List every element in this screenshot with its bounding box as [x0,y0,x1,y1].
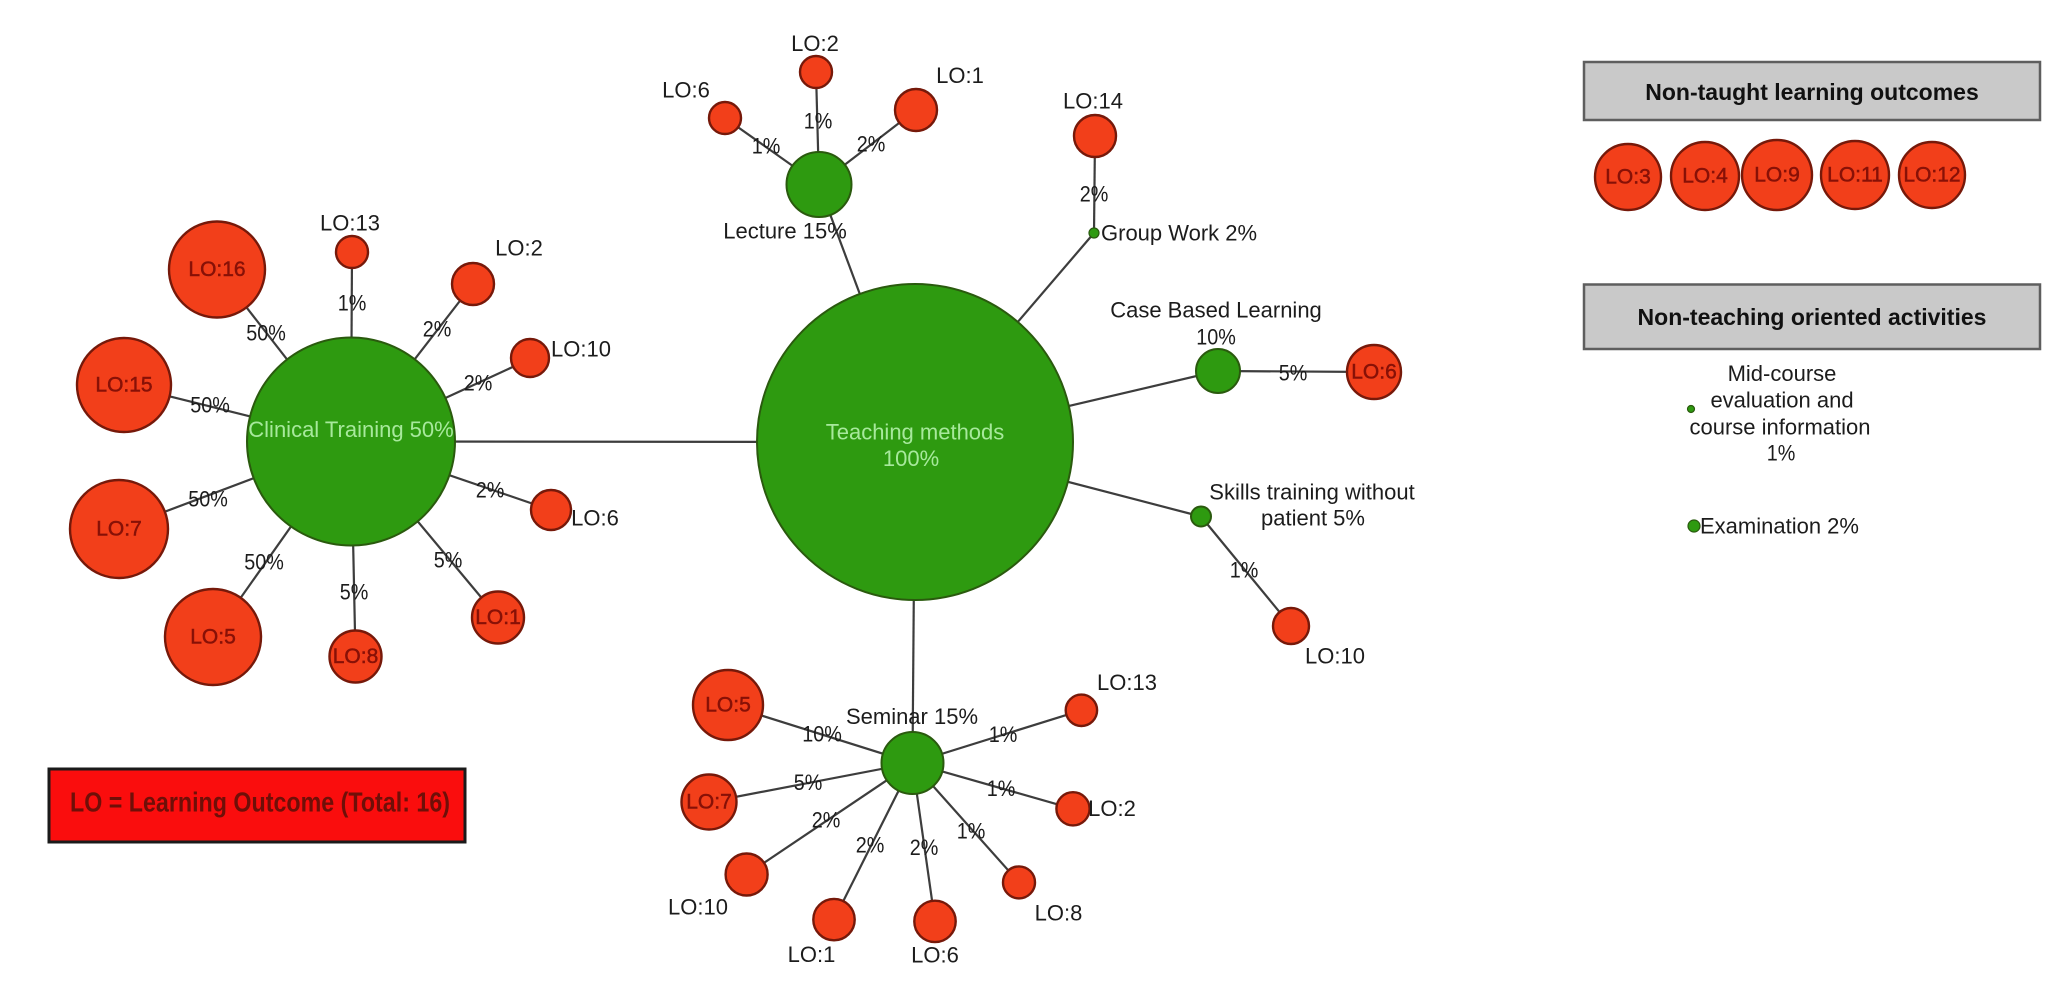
svg-text:LO:9: LO:9 [1754,164,1800,187]
svg-text:LO:16: LO:16 [188,258,245,281]
svg-text:LO:12: LO:12 [1903,164,1960,187]
svg-text:Mid-course: Mid-course [1728,361,1837,386]
svg-text:LO:13: LO:13 [1097,670,1157,695]
svg-text:2%: 2% [856,833,885,858]
svg-text:2%: 2% [812,808,841,833]
svg-text:2%: 2% [464,371,493,396]
svg-text:course information: course information [1690,415,1871,440]
svg-text:100%: 100% [883,446,939,471]
svg-text:LO:14: LO:14 [1063,89,1123,114]
svg-text:50%: 50% [190,393,230,418]
svg-text:LO:1: LO:1 [936,63,984,88]
svg-text:Group Work 2%: Group Work 2% [1101,221,1257,246]
svg-text:2%: 2% [910,835,939,860]
svg-text:LO:1: LO:1 [475,606,521,629]
svg-text:LO:10: LO:10 [551,337,611,362]
svg-text:50%: 50% [244,550,284,575]
svg-text:1%: 1% [1767,441,1796,466]
svg-text:2%: 2% [423,317,452,342]
svg-text:LO:2: LO:2 [1088,796,1136,821]
svg-text:LO = Learning Outcome (Total:: LO = Learning Outcome (Total: 16) [70,787,450,818]
svg-text:evaluation and: evaluation and [1710,388,1853,413]
svg-text:1%: 1% [752,134,781,159]
svg-text:LO:7: LO:7 [686,791,732,814]
svg-text:LO:13: LO:13 [320,211,380,236]
svg-text:Seminar 15%: Seminar 15% [846,704,978,729]
svg-text:5%: 5% [1279,361,1308,386]
svg-text:LO:8: LO:8 [1035,901,1083,926]
svg-text:LO:2: LO:2 [495,236,543,261]
svg-text:1%: 1% [957,819,986,844]
svg-text:Skills training without: Skills training without [1209,480,1414,505]
svg-text:1%: 1% [1230,558,1259,583]
svg-text:LO:6: LO:6 [571,506,619,531]
svg-text:50%: 50% [188,487,228,512]
svg-text:LO:10: LO:10 [1305,644,1365,669]
svg-text:LO:8: LO:8 [333,645,379,668]
svg-text:LO:7: LO:7 [96,518,142,541]
svg-text:Clinical Training 50%: Clinical Training 50% [248,417,453,442]
svg-text:1%: 1% [338,291,367,316]
svg-text:5%: 5% [340,580,369,605]
svg-text:LO:11: LO:11 [1827,164,1883,187]
svg-text:2%: 2% [1080,182,1109,207]
svg-text:Teaching methods: Teaching methods [826,420,1005,445]
svg-text:10%: 10% [802,722,842,747]
svg-text:LO:4: LO:4 [1682,165,1728,188]
svg-text:Non-teaching oriented activiti: Non-teaching oriented activities [1638,304,1987,330]
svg-text:5%: 5% [434,548,463,573]
svg-text:patient 5%: patient 5% [1261,506,1365,531]
svg-text:LO:6: LO:6 [662,78,710,103]
svg-text:Case Based Learning: Case Based Learning [1110,298,1322,323]
svg-text:1%: 1% [804,109,833,134]
svg-text:1%: 1% [987,776,1016,801]
svg-text:LO:3: LO:3 [1605,166,1651,189]
svg-text:Non-taught learning outcomes: Non-taught learning outcomes [1645,79,1979,105]
svg-text:LO:2: LO:2 [791,31,839,56]
svg-text:LO:6: LO:6 [1351,361,1397,384]
svg-text:Examination 2%: Examination 2% [1700,514,1859,539]
svg-text:LO:5: LO:5 [705,694,751,717]
svg-text:LO:6: LO:6 [911,943,959,968]
svg-text:2%: 2% [857,132,886,157]
svg-text:LO:5: LO:5 [190,626,236,649]
svg-text:50%: 50% [246,321,286,346]
svg-text:LO:1: LO:1 [788,942,836,967]
svg-text:LO:10: LO:10 [668,895,728,920]
svg-text:1%: 1% [989,722,1018,747]
svg-text:5%: 5% [794,770,823,795]
svg-text:Lecture 15%: Lecture 15% [723,219,847,244]
svg-text:10%: 10% [1196,325,1236,350]
svg-text:2%: 2% [476,478,505,503]
svg-text:LO:15: LO:15 [95,374,152,397]
